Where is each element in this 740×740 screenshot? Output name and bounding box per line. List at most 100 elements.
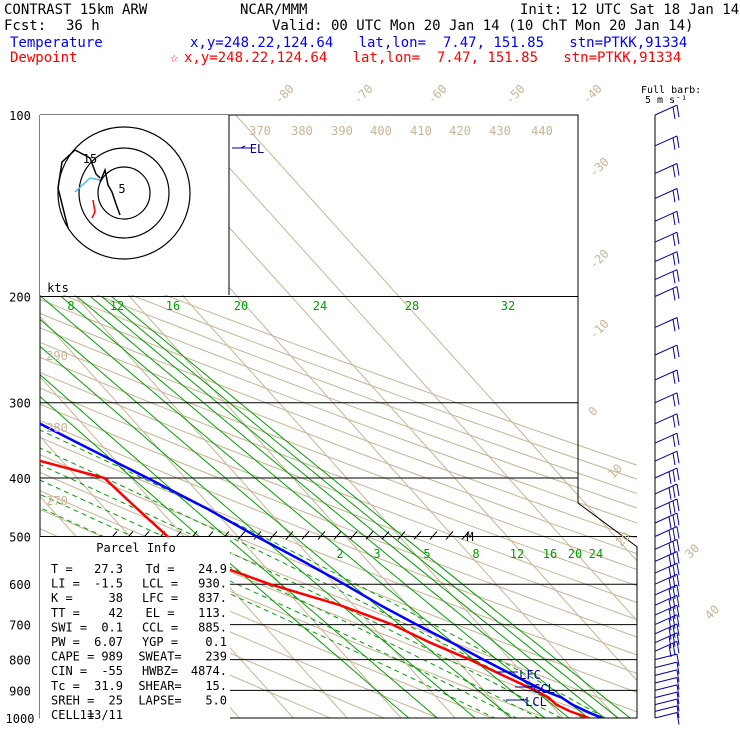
valid-time: Valid: 00 UTC Mon 20 Jan 14 (10 ChT Mon … [272,18,694,34]
parcel-info-key: SHEAR= [138,679,181,693]
mixing-ratio-line [40,296,546,718]
mixing-ratio-label: 24 [589,547,603,561]
theta-label: 430 [489,124,511,138]
mixing-ratio-label: 20 [568,547,582,561]
parcel-info-value: 38 [109,591,123,605]
wind-barb [654,135,680,150]
wind-barb [654,286,680,301]
mixing-ratio-label: 32 [501,299,515,313]
dry-adiabat-line [40,271,637,495]
parcel-info-key: CELL = [51,708,94,722]
mixing-ratio-line [76,296,590,718]
wind-barb [654,594,680,611]
hodograph-trace [91,199,96,219]
wind-barb [654,526,680,543]
isotherm-label: -10 [587,317,612,342]
level-tick [240,145,246,149]
level-label: CCL [533,682,555,696]
parcel-info-value: 113/11 [80,708,123,722]
dry-adiabat-line [40,258,637,480]
parcel-info-key: SWEAT= [138,650,181,664]
wind-barb [654,344,680,359]
wind-barb [654,231,680,247]
theta-label: 380 [291,124,313,138]
chart-title: CONTRAST 15km ARW [4,2,148,18]
mixing-ratio-label: 16 [543,547,557,561]
wind-barb [654,467,680,484]
stability-hatch [269,531,278,540]
init-time: Init: 12 UTC Sat 18 Jan 14 [520,2,740,18]
mixing-ratio-label: 12 [110,299,124,313]
dry-adiabat-line [40,471,637,713]
wind-barb [654,614,680,631]
dry-adiabat-line [40,285,637,509]
wind-barb [654,551,680,568]
wind-barb [654,677,680,690]
wind-barb [654,450,680,466]
parcel-info-key: CAPE = [51,650,94,664]
moist-adiabat-line [40,464,563,718]
parcel-info-value: 989 [101,650,123,664]
wind-barb [654,562,680,579]
parcel-info-key: PW = [51,635,80,649]
wind-barb [654,604,680,621]
wind-barb [654,653,680,667]
wind-barb [654,623,680,640]
theta-label: 410 [410,124,432,138]
mixing-ratio-label: 20 [234,299,248,313]
theta-label: 370 [249,124,271,138]
parcel-info-key: K = [51,591,73,605]
hodograph-ring [57,126,191,260]
mixing-ratio-label: 8 [472,547,479,561]
dry-adiabat-line [40,490,602,718]
wind-barb [654,632,680,649]
stability-hatch [317,531,326,540]
isotherm-label: -60 [425,82,450,107]
parcel-info-key: CIN = [51,664,87,678]
stability-hatch [253,531,262,540]
dry-adiabat-line [40,327,637,555]
parcel-info-key: EL = [146,606,175,620]
hodograph-trace [74,177,101,193]
parcel-info-key: CCL = [142,620,178,634]
parcel-info-value: 885. [198,620,227,634]
mixing-ratio-line [40,345,476,718]
parcel-info-box [40,537,230,720]
parcel-info-value: 113. [198,606,227,620]
pressure-tick-label: 700 [9,619,31,633]
hodograph-trace [99,167,121,216]
parcel-info-value: 930. [198,577,227,591]
dry-adiabat-line [40,403,637,638]
wind-barb [654,210,680,226]
temperature-location: x,y=248.22,124.64 lat,lon= 7.47, 151.85 … [190,35,688,51]
temperature-legend: Temperature [10,35,103,51]
stability-hatch [301,531,310,540]
isotherm-label: 10 [605,461,625,481]
temperature-line [40,422,603,718]
parcel-info-value: 15. [205,679,227,693]
parcel-info-value: 24.9 [198,562,227,576]
center-name: NCAR/MMM [240,2,308,18]
stability-hatch [445,531,454,540]
wind-barb [654,188,680,203]
level-tick [527,685,533,688]
stability-hatch [413,531,422,540]
wind-barb [654,661,680,675]
wind-barb [654,684,680,697]
parcel-info-key: Td = [146,562,175,576]
mixing-ratio-label: 8 [67,299,74,313]
parcel-info-value: 0.1 [205,635,227,649]
hodograph-ring-label: 15 [83,152,97,166]
mixing-ratio-line [89,296,606,718]
hodograph: 15 5 kts [40,115,230,295]
dewpoint-legend: Dewpoint [10,50,78,66]
isotherm-label: -80 [272,82,297,107]
stability-hatch [381,531,390,540]
moist-adiabat-line [40,493,518,718]
mixing-ratio-label: 24 [313,299,327,313]
dry-adiabat-line [40,372,637,604]
hodograph-ring-label: 5 [118,182,125,196]
parcel-info-key: T = [51,562,73,576]
dewpoint-line [40,459,590,718]
pressure-tick-label: 900 [9,684,31,698]
